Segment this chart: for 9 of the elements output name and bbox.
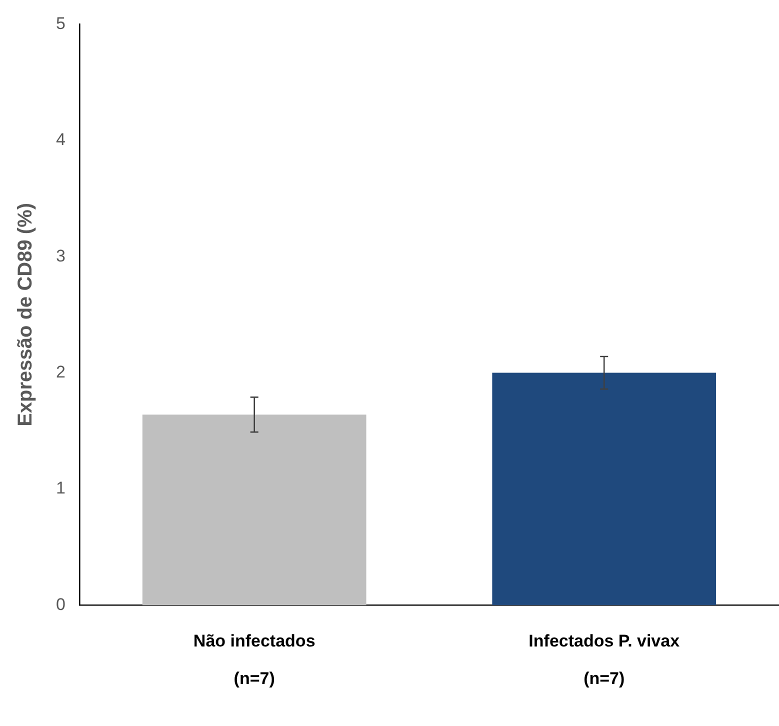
- y-axis-title: Expressão de CD89 (%): [14, 202, 37, 426]
- x-tick-label: Não infectados (n=7): [193, 632, 316, 688]
- y-tick-label: 1: [56, 478, 66, 498]
- y-tick-label: 4: [56, 130, 66, 150]
- y-tick-label: 0: [56, 594, 66, 614]
- y-tick-label: 2: [56, 362, 66, 382]
- y-tick-label: 5: [56, 14, 66, 33]
- y-tick-label: 3: [56, 246, 66, 266]
- x-tick-label: Infectados P. vivax (n=7): [528, 632, 680, 688]
